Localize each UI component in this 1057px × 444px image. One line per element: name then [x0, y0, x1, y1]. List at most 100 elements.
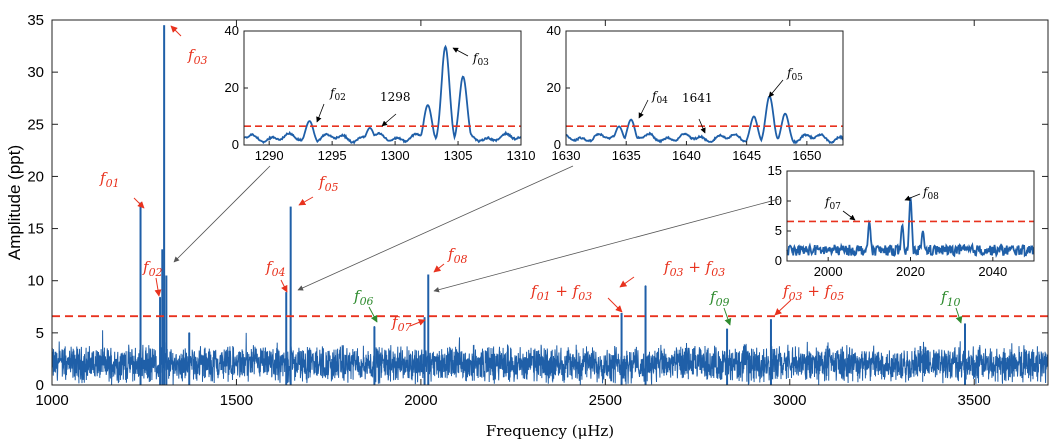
label-subscript: 03 [670, 266, 684, 279]
peak-label: f07 [391, 313, 412, 334]
inset-series-line [565, 95, 844, 145]
label-subscript: 04 [656, 96, 668, 106]
label-base: f [530, 282, 539, 300]
label-subscript: 03 [477, 58, 489, 68]
inset-y-tick-label: 0 [232, 137, 239, 152]
inset-x-tick-label: 1640 [672, 148, 701, 163]
label-subscript: 07 [829, 202, 841, 212]
peak-label-arrow [433, 263, 445, 273]
peak-label: f04 [265, 258, 286, 279]
inset-y-tick-label: 20 [547, 80, 561, 95]
label-subscript: 05 [830, 290, 844, 303]
inset-y-tick-label: 5 [775, 223, 782, 238]
inset-annotation-arrow [452, 47, 469, 57]
peak-label: f01 + f03 [530, 282, 592, 303]
label-subscript: 03 [194, 54, 208, 67]
y-tick-label: 5 [36, 325, 44, 342]
inset-annotation-arrow [316, 103, 325, 123]
peak-label-arrow [154, 277, 162, 297]
label-subscript: 03 [789, 290, 803, 303]
label-base: f [472, 51, 480, 65]
inset-annotation-label: f07 [824, 195, 841, 212]
inset-annotation-label: f05 [786, 66, 803, 83]
label-base: f [391, 313, 400, 331]
inset-x-tick-label: 1295 [318, 148, 347, 163]
x-tick-label: 3000 [773, 392, 806, 409]
inset-x-tick-label: 1635 [612, 148, 641, 163]
peak-label: f02 [142, 258, 163, 279]
inset-background [566, 31, 843, 145]
inset-connector-arrow [433, 198, 780, 293]
inset-annotation-label: f04 [651, 89, 668, 106]
inset-annotation-arrow [638, 99, 649, 119]
label-subscript: 09 [716, 296, 730, 309]
inset-annotation-label: f08 [922, 185, 939, 202]
peak-label-arrow [774, 299, 792, 316]
label-plus: + [684, 258, 706, 276]
x-tick-label: 2000 [404, 392, 437, 409]
inset-y-tick-label: 15 [768, 163, 782, 178]
inset-connector-arrow [297, 165, 574, 291]
peak-label-arrow [619, 276, 635, 288]
y-tick-label: 10 [27, 273, 44, 290]
label-subscript: 08 [454, 253, 468, 266]
inset-x-tick-label: 2020 [896, 264, 925, 279]
inset-annotation-label: 1641 [682, 91, 713, 105]
peak-label-arrow [298, 196, 314, 206]
inset-x-tick-label: 2000 [814, 264, 843, 279]
label-base: f [187, 46, 196, 64]
peak-label: f03 + f03 [663, 258, 725, 279]
peak-label-arrow [368, 306, 378, 323]
label-base: f [940, 288, 949, 306]
inset-x-tick-label: 2040 [978, 264, 1007, 279]
label-base: f [265, 258, 274, 276]
label-subscript: 05 [325, 181, 339, 194]
label-base: f [572, 282, 581, 300]
y-axis-label: Amplitude (ppt) [5, 145, 24, 260]
x-tick-label: 1000 [35, 392, 68, 409]
peak-label: f03 + f05 [782, 282, 844, 303]
x-tick-label: 2500 [589, 392, 622, 409]
spectrum-series-line [51, 25, 1049, 385]
inset-background [787, 171, 1034, 261]
peak-label: f09 [709, 288, 730, 309]
peak-label-arrow [607, 297, 623, 313]
label-base: f [922, 185, 930, 199]
label-base: f [142, 258, 151, 276]
label-subscript: 03 [578, 290, 592, 303]
peak-label-arrow [723, 307, 732, 326]
peak-label-arrow [133, 197, 145, 209]
inset-annotation-arrow [698, 118, 706, 134]
label-subscript: 03 [711, 266, 725, 279]
label-subscript: 01 [106, 177, 120, 190]
inset-y-tick-label: 40 [547, 23, 561, 38]
inset-x-tick-label: 1290 [255, 148, 284, 163]
inset-annotation-label: f02 [329, 86, 346, 103]
x-axis-label: Frequency (μHz) [486, 422, 614, 440]
label-base: f [782, 282, 791, 300]
label-subscript: 10 [947, 296, 961, 309]
label-subscript: 08 [927, 192, 939, 202]
inset-annotation-label: f03 [472, 51, 489, 68]
y-tick-label: 35 [27, 12, 44, 29]
y-tick-label: 30 [27, 64, 44, 81]
y-tick-label: 15 [27, 221, 44, 238]
label-base: f [824, 282, 833, 300]
inset-annotation-arrow [768, 79, 784, 98]
inset-x-tick-label: 1310 [507, 148, 536, 163]
peak-label: f01 [99, 169, 120, 190]
peak-label-arrow [955, 307, 963, 324]
label-base: f [329, 86, 337, 100]
plot-frame [51, 19, 1049, 386]
inset-y-tick-label: 0 [775, 253, 782, 268]
label-base: f [318, 173, 327, 191]
inset-annotation-label: 1298 [380, 90, 411, 104]
inset-x-tick-label: 1305 [444, 148, 473, 163]
label-plus: + [803, 282, 825, 300]
label-base: f [709, 288, 718, 306]
peak-label-arrow [170, 25, 182, 37]
y-tick-label: 25 [27, 116, 44, 133]
